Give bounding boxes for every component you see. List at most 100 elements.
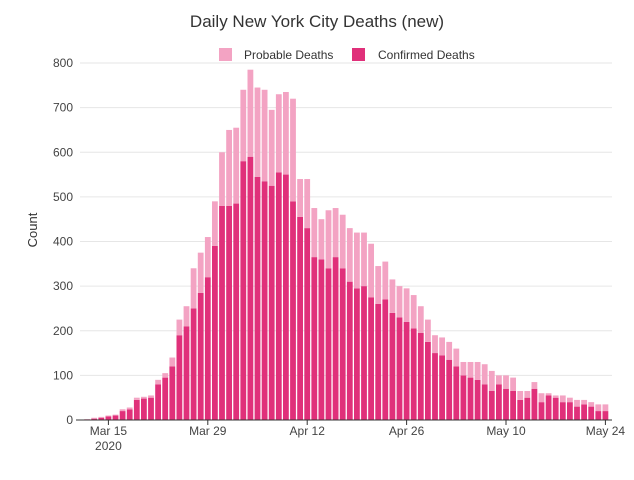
bar-confirmed	[297, 217, 303, 420]
bar-confirmed	[560, 402, 566, 420]
bar-probable	[91, 418, 97, 419]
bar-confirmed	[503, 389, 509, 420]
x-tick-label: May 10	[486, 424, 526, 438]
bar-confirmed	[113, 416, 119, 420]
bar-confirmed	[311, 257, 317, 420]
bar-probable	[539, 393, 545, 402]
bar-confirmed	[205, 277, 211, 420]
bar-confirmed	[120, 411, 126, 420]
x-tick-label: May 24	[586, 424, 626, 438]
bar-confirmed	[304, 228, 310, 420]
bar-confirmed	[368, 297, 374, 420]
y-tick-label: 400	[53, 235, 73, 249]
bar-probable	[240, 90, 246, 161]
x-tick-label: Mar 15	[90, 424, 128, 438]
bar-confirmed	[453, 366, 459, 420]
bar-confirmed	[148, 398, 154, 420]
bar-probable	[404, 288, 410, 321]
bar-probable	[425, 320, 431, 342]
bar-probable	[297, 179, 303, 217]
bar-confirmed	[177, 335, 183, 420]
bar-confirmed	[276, 172, 282, 420]
bar-probable	[141, 397, 147, 399]
bar-confirmed	[581, 404, 587, 420]
bar-probable	[155, 380, 161, 384]
bar-confirmed	[603, 411, 609, 420]
bar-probable	[219, 152, 225, 206]
bar-confirmed	[319, 259, 325, 420]
bar-confirmed	[574, 407, 580, 420]
bar-probable	[475, 362, 481, 380]
bar-probable	[326, 210, 332, 268]
bar-probable	[255, 88, 261, 177]
bar-probable	[468, 362, 474, 378]
bar-confirmed	[347, 282, 353, 420]
bar-confirmed	[169, 366, 175, 420]
bar-confirmed	[340, 268, 346, 420]
bar-probable	[212, 201, 218, 246]
bar-probable	[382, 262, 388, 300]
bar-probable	[439, 337, 445, 355]
bar-confirmed	[546, 395, 552, 420]
y-tick-label: 100	[53, 368, 73, 382]
bar-confirmed	[567, 402, 573, 420]
legend-swatch-confirmed	[352, 48, 365, 61]
bar-probable	[226, 130, 232, 206]
bar-confirmed	[489, 391, 495, 420]
bar-probable	[553, 395, 559, 397]
bar-confirmed	[198, 293, 204, 420]
bar-probable	[375, 266, 381, 304]
bar-confirmed	[461, 375, 467, 420]
bar-probable	[148, 395, 154, 397]
x-tick-sublabel: 2020	[95, 439, 122, 453]
bar-probable	[588, 402, 594, 406]
bar-probable	[461, 362, 467, 375]
bar-probable	[603, 404, 609, 411]
bar-confirmed	[468, 378, 474, 420]
bar-probable	[283, 92, 289, 175]
bar-probable	[390, 279, 396, 312]
bar-probable	[290, 99, 296, 202]
gridlines	[80, 63, 612, 375]
x-tick-label: Mar 29	[189, 424, 227, 438]
bar-probable	[311, 208, 317, 257]
bar-probable	[98, 417, 104, 418]
legend-swatch-probable	[219, 48, 232, 61]
bar-confirmed	[283, 175, 289, 420]
bar-confirmed	[375, 304, 381, 420]
bar-probable	[567, 398, 573, 402]
bar-probable	[489, 371, 495, 391]
bar-confirmed	[255, 177, 261, 420]
bar-probable	[432, 335, 438, 353]
bar-probable	[120, 409, 126, 411]
y-axis-label: Count	[25, 212, 40, 247]
bar-probable	[205, 237, 211, 277]
bar-confirmed	[510, 391, 516, 420]
bar-probable	[361, 233, 367, 287]
bar-confirmed	[418, 333, 424, 420]
y-tick-label: 500	[53, 190, 73, 204]
bar-confirmed	[162, 378, 168, 420]
bar-confirmed	[262, 181, 268, 420]
bar-confirmed	[404, 322, 410, 420]
bar-confirmed	[532, 389, 538, 420]
bar-confirmed	[390, 313, 396, 420]
y-tick-label: 800	[53, 56, 73, 70]
bar-probable	[106, 416, 112, 417]
legend-label-probable: Probable Deaths	[244, 48, 333, 62]
bar-confirmed	[333, 257, 339, 420]
bar-confirmed	[446, 360, 452, 420]
bar-probable	[368, 244, 374, 298]
bar-probable	[560, 395, 566, 402]
bar-probable	[574, 400, 580, 407]
bar-probable	[354, 233, 360, 289]
bars	[84, 70, 608, 420]
bar-probable	[532, 382, 538, 389]
bar-confirmed	[524, 398, 530, 420]
bar-confirmed	[233, 204, 239, 420]
bar-probable	[333, 208, 339, 257]
bar-confirmed	[539, 402, 545, 420]
